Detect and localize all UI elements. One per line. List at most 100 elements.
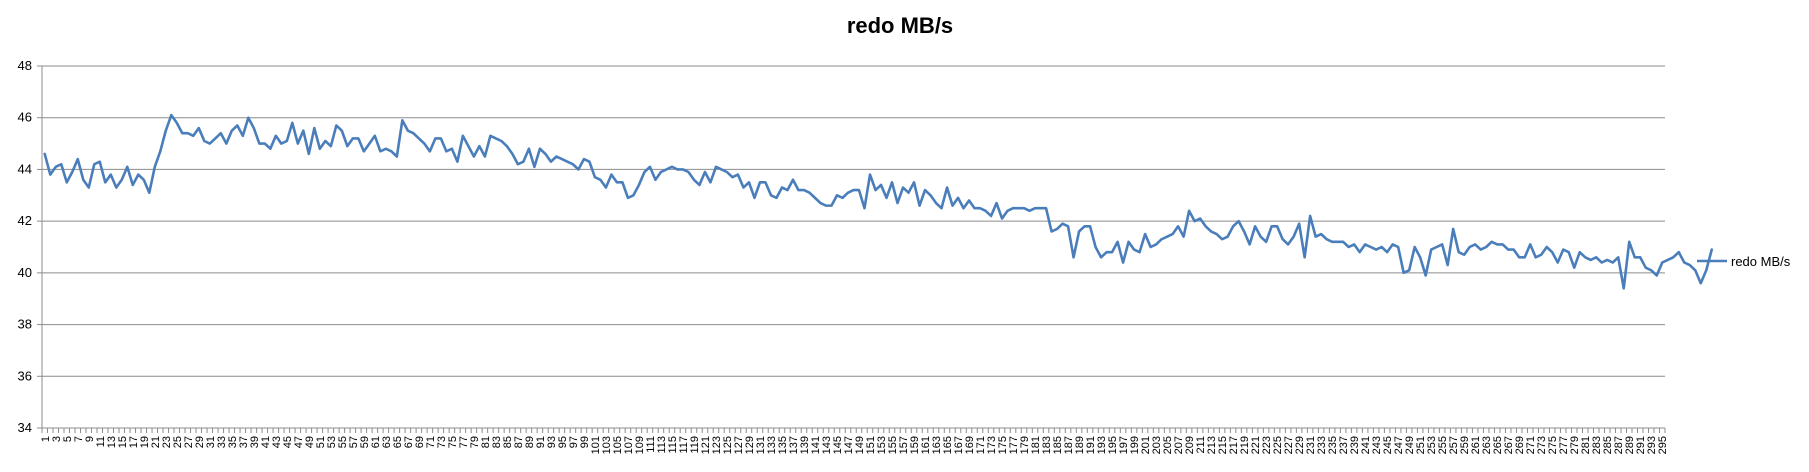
y-tick-label: 40 [18,265,32,280]
x-tick-label: 275 [1547,436,1559,454]
x-tick-label: 95 [557,436,569,448]
x-tick-label: 87 [513,436,525,448]
x-tick-label: 273 [1536,436,1548,454]
x-tick-label: 89 [524,436,536,448]
x-tick-label: 103 [601,436,613,454]
x-tick-label: 15 [117,436,129,448]
x-tick-label: 21 [150,436,162,448]
x-tick-label: 19 [139,436,151,448]
x-tick-label: 227 [1283,436,1295,454]
x-tick-label: 195 [1107,436,1119,454]
x-tick-label: 173 [986,436,998,454]
x-tick-label: 33 [216,436,228,448]
x-tick-label: 243 [1371,436,1383,454]
y-tick-label: 46 [18,110,32,125]
x-tick-label: 249 [1404,436,1416,454]
x-tick-label: 101 [590,436,602,454]
y-tick-label: 38 [18,317,32,332]
x-tick-label: 287 [1613,436,1625,454]
x-tick-label: 13 [106,436,118,448]
x-tick-label: 211 [1195,436,1207,454]
chart-title: redo MB/s [847,13,953,38]
x-tick-label: 193 [1096,436,1108,454]
x-tick-label: 61 [370,436,382,448]
x-tick-label: 137 [788,436,800,454]
x-tick-label: 213 [1206,436,1218,454]
x-tick-label: 267 [1503,436,1515,454]
x-tick-label: 203 [1151,436,1163,454]
x-tick-label: 43 [271,436,283,448]
x-tick-label: 165 [942,436,954,454]
x-tick-label: 167 [953,436,965,454]
x-tick-label: 253 [1426,436,1438,454]
x-tick-label: 69 [414,436,426,448]
x-tick-label: 67 [403,436,415,448]
x-tick-label: 49 [304,436,316,448]
x-tick-label: 207 [1173,436,1185,454]
x-tick-label: 39 [249,436,261,448]
x-tick-label: 295 [1657,436,1669,454]
x-tick-label: 71 [425,436,437,448]
x-tick-label: 81 [480,436,492,448]
x-tick-label: 73 [436,436,448,448]
x-tick-label: 147 [843,436,855,454]
x-tick-label: 265 [1492,436,1504,454]
x-tick-label: 221 [1250,436,1262,454]
x-tick-label: 181 [1030,436,1042,454]
x-tick-label: 127 [733,436,745,454]
x-tick-label: 225 [1272,436,1284,454]
x-tick-label: 29 [194,436,206,448]
x-tick-label: 93 [546,436,558,448]
x-tick-label: 239 [1349,436,1361,454]
x-tick-label: 219 [1239,436,1251,454]
x-tick-label: 177 [1008,436,1020,454]
x-tick-label: 115 [667,436,679,454]
x-tick-label: 291 [1635,436,1647,454]
x-tick-label: 229 [1294,436,1306,454]
y-tick-label: 34 [18,420,32,435]
x-tick-label: 129 [744,436,756,454]
x-tick-label: 157 [898,436,910,454]
x-tick-label: 59 [359,436,371,448]
x-tick-label: 41 [260,436,272,448]
x-tick-label: 79 [469,436,481,448]
x-tick-label: 247 [1393,436,1405,454]
x-tick-label: 121 [700,436,712,454]
x-tick-label: 215 [1217,436,1229,454]
x-tick-label: 255 [1437,436,1449,454]
x-tick-label: 155 [887,436,899,454]
gridlines [41,65,1665,429]
x-tick-label: 35 [227,436,239,448]
y-tick-label: 36 [18,368,32,383]
series-layer [43,113,1714,290]
x-tick-label: 233 [1316,436,1328,454]
x-tick-label: 133 [766,436,778,454]
x-tick-label: 57 [348,436,360,448]
x-tick-label: 197 [1118,436,1130,454]
x-tick-label: 97 [568,436,580,448]
x-tick-label: 45 [282,436,294,448]
x-tick-label: 189 [1074,436,1086,454]
x-tick-label: 47 [293,436,305,448]
x-tick-label: 241 [1360,436,1372,454]
x-tick-label: 269 [1514,436,1526,454]
x-tick-label: 179 [1019,436,1031,454]
x-tick-label: 259 [1459,436,1471,454]
series-line-0 [43,113,1714,290]
x-tick-label: 17 [128,436,140,448]
x-tick-label: 63 [381,436,393,448]
y-axis-ticks: 34 36 38 40 42 44 46 48 [18,58,42,435]
x-tick-label: 257 [1448,436,1460,454]
x-tick-label: 119 [689,436,701,454]
legend-label: redo MB/s [1731,254,1791,269]
x-tick-label: 187 [1063,436,1075,454]
x-tick-label: 65 [392,436,404,448]
x-tick-label: 139 [799,436,811,454]
x-tick-label: 111 [645,436,657,453]
x-tick-label: 251 [1415,436,1427,454]
x-tick-label: 113 [656,436,668,454]
x-tick-label: 51 [315,436,327,448]
x-tick-label: 235 [1327,436,1339,454]
x-tick-label: 149 [854,436,866,454]
